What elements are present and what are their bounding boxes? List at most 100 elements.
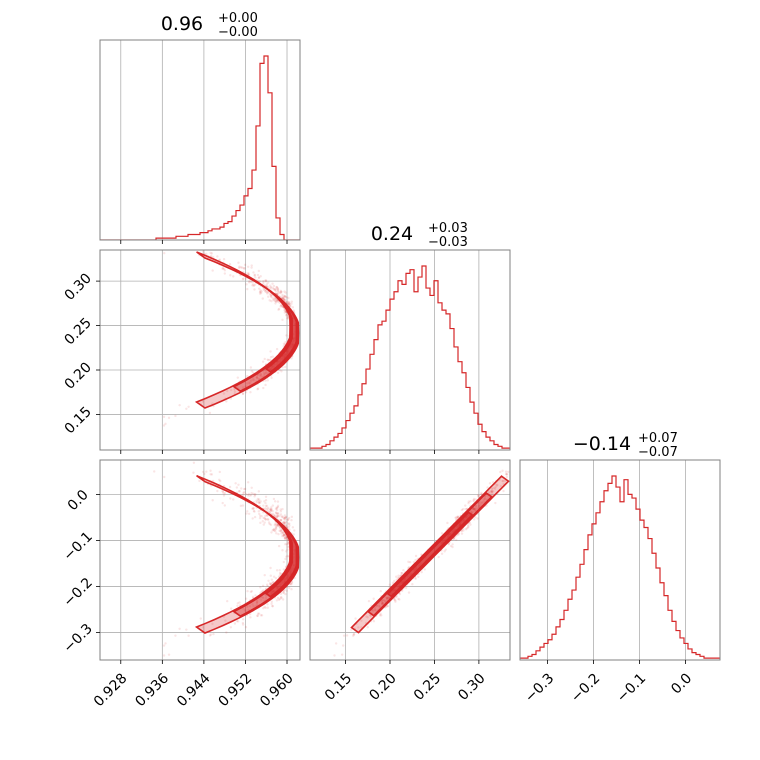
- sample-point: [236, 604, 239, 607]
- sample-point: [271, 529, 274, 532]
- sample-point: [394, 600, 397, 603]
- title-minus-1: −0.03: [428, 235, 468, 250]
- sample-point: [467, 525, 470, 528]
- sample-point: [342, 634, 346, 637]
- sample-point: [470, 511, 473, 514]
- sample-point: [250, 491, 253, 495]
- sample-point: [244, 597, 248, 600]
- sample-point: [209, 254, 213, 258]
- sample-point: [287, 301, 291, 304]
- sample-point: [253, 493, 257, 496]
- sample-point: [264, 379, 267, 382]
- sample-point: [257, 501, 261, 504]
- sample-point: [276, 523, 279, 527]
- y-tick-label: 0.20: [62, 359, 95, 392]
- sample-point: [241, 621, 245, 625]
- x-tick-label: 0.936: [132, 670, 172, 710]
- panel-frame: [99, 459, 301, 661]
- sample-point: [225, 400, 228, 403]
- x-tick-label: 0.960: [257, 670, 297, 710]
- sample-point: [187, 634, 190, 637]
- sample-point: [285, 515, 288, 519]
- sample-point: [243, 608, 246, 612]
- sample-point: [262, 386, 265, 390]
- sample-point: [269, 583, 272, 586]
- sample-point: [482, 500, 485, 503]
- sample-point: [269, 286, 273, 290]
- sample-point: [263, 288, 266, 292]
- sample-point: [264, 371, 268, 375]
- sample-point: [243, 263, 247, 267]
- sample-point: [385, 596, 389, 600]
- sample-point: [473, 507, 476, 510]
- x-tick-label: 0.25: [411, 670, 444, 703]
- sample-point: [455, 516, 458, 519]
- sample-point: [255, 601, 259, 604]
- sample-point: [252, 605, 255, 608]
- sample-point: [284, 518, 287, 521]
- sample-point: [473, 507, 476, 511]
- sample-point: [236, 602, 240, 605]
- sample-point: [279, 518, 282, 522]
- sample-point: [380, 600, 384, 603]
- sample-point: [366, 616, 369, 619]
- sample-point: [258, 498, 261, 501]
- panel-1-1: [309, 249, 511, 454]
- sample-point: [222, 392, 226, 395]
- sample-point: [290, 300, 294, 303]
- sample-point: [384, 596, 388, 599]
- sample-point: [371, 610, 375, 613]
- sample-point: [282, 533, 286, 536]
- sample-point: [460, 508, 464, 512]
- sample-point: [271, 509, 274, 513]
- sample-point: [244, 385, 248, 388]
- sample-point: [454, 516, 457, 519]
- sample-point: [163, 475, 166, 479]
- sample-point: [273, 514, 276, 517]
- sample-point: [469, 510, 472, 513]
- sample-point: [270, 508, 273, 512]
- sample-point: [491, 487, 494, 490]
- sample-point: [486, 486, 489, 489]
- sample-point: [266, 514, 269, 517]
- sample-point: [221, 489, 224, 493]
- sample-point: [271, 504, 275, 507]
- y-tick-label: −0.1: [61, 529, 96, 564]
- sample-point: [283, 533, 286, 536]
- sample-point: [233, 622, 237, 625]
- sample-point: [284, 515, 287, 519]
- sample-point: [285, 543, 289, 546]
- sample-point: [275, 506, 279, 510]
- sample-point: [225, 631, 228, 634]
- sample-point: [247, 512, 251, 515]
- sample-point: [283, 535, 286, 538]
- sample-point: [246, 605, 249, 609]
- sample-point: [266, 379, 270, 382]
- sample-point: [260, 374, 263, 377]
- sample-point: [271, 355, 274, 358]
- sample-point: [387, 596, 390, 599]
- sample-point: [229, 497, 232, 500]
- sample-point: [223, 504, 227, 507]
- sample-point: [222, 267, 226, 271]
- sample-point: [275, 287, 278, 291]
- x-tick-label: 0.0: [668, 670, 695, 697]
- sample-point: [209, 473, 212, 476]
- sample-point: [246, 265, 250, 268]
- sample-point: [270, 578, 274, 581]
- sample-point: [260, 599, 263, 602]
- sample-point: [257, 490, 261, 493]
- sample-point: [270, 295, 273, 299]
- sample-point: [267, 295, 270, 298]
- sample-point: [276, 290, 280, 293]
- sample-point: [275, 515, 279, 519]
- sample-point: [264, 501, 267, 505]
- sample-point: [407, 560, 410, 564]
- sample-point: [278, 529, 281, 533]
- sample-point: [273, 298, 276, 301]
- sample-point: [285, 313, 288, 317]
- sample-point: [249, 494, 253, 497]
- sample-point: [276, 504, 280, 507]
- sample-point: [270, 531, 273, 534]
- sample-point: [285, 300, 288, 304]
